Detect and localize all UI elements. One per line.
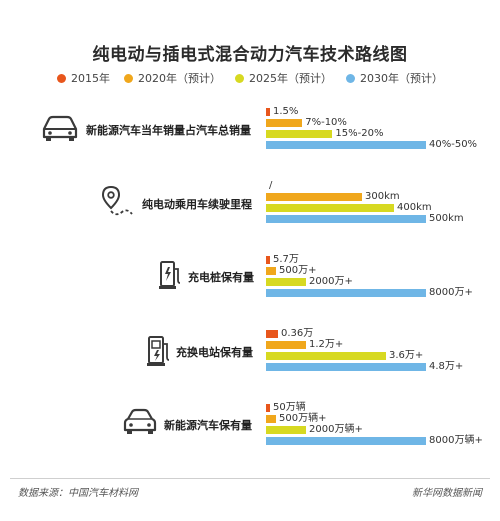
- bar-label-1-2020: 7%-10%: [305, 117, 347, 128]
- legend: 2015年 2020年（预计） 2025年（预计） 2030年（预计）: [0, 70, 500, 86]
- legend-item-2030: 2030年（预计）: [346, 70, 443, 86]
- footer-divider: [10, 478, 490, 479]
- bar-3-2025: [266, 278, 306, 286]
- legend-swatch-2030: [346, 73, 355, 83]
- bar-3-2030: [266, 289, 426, 297]
- legend-label-2030: 2030年（预计）: [360, 72, 443, 85]
- bar-label-2-2030: 500km: [429, 213, 464, 224]
- bar-label-2-2020: 300km: [365, 191, 400, 202]
- row-label-range: 纯电动乘用车续驶里程: [142, 198, 252, 211]
- station-icon: [147, 336, 170, 366]
- legend-label-2020: 2020年（预计）: [138, 72, 221, 85]
- bar-label-3-2020: 500万+: [279, 265, 317, 276]
- bar-label-4-2030: 4.8万+: [429, 361, 464, 372]
- bar-label-3-2015: 5.7万: [273, 254, 299, 265]
- row-label-ev-fleet: 新能源汽车保有量: [164, 419, 252, 432]
- legend-item-2015: 2015年: [57, 70, 110, 86]
- bar-1-2015: [266, 108, 270, 116]
- ev-car-icon: [123, 408, 157, 434]
- bar-3-2020: [266, 267, 276, 275]
- bar-2-2025: [266, 204, 394, 212]
- legend-label-2025: 2025年（预计）: [249, 72, 332, 85]
- row-label-sales-share: 新能源汽车当年销量占汽车总销量: [86, 124, 251, 137]
- bar-2-2030: [266, 215, 426, 223]
- row-label-swap-stations: 充换电站保有量: [176, 346, 253, 359]
- route-icon: [101, 185, 133, 216]
- bar-1-2030: [266, 141, 426, 149]
- bar-label-5-2015: 50万辆: [273, 402, 306, 413]
- bar-label-3-2030: 8000万+: [429, 287, 473, 298]
- bar-5-2020: [266, 415, 276, 423]
- bar-label-2-2025: 400km: [397, 202, 432, 213]
- bar-label-5-2025: 2000万辆+: [309, 424, 363, 435]
- bar-4-2015: [266, 330, 278, 338]
- bar-2-2020: [266, 193, 362, 201]
- bar-label-1-2030: 40%-50%: [429, 139, 478, 150]
- row-label-charging-piles: 充电桩保有量: [188, 271, 254, 284]
- bar-label-3-2025: 2000万+: [309, 276, 353, 287]
- charger-icon: [159, 261, 181, 289]
- bar-5-2030: [266, 437, 426, 445]
- bar-5-2025: [266, 426, 306, 434]
- bar-1-2020: [266, 119, 303, 127]
- bar-label-1-2015: 1.5%: [273, 106, 299, 117]
- bar-label-2-2015: /: [269, 180, 273, 191]
- legend-swatch-2025: [235, 73, 244, 83]
- legend-swatch-2020: [124, 73, 133, 83]
- legend-swatch-2015: [57, 73, 66, 83]
- legend-item-2020: 2020年（预计）: [124, 70, 221, 86]
- bar-label-5-2020: 500万辆+: [279, 413, 327, 424]
- footer-source: 数据来源：中国汽车材料网: [18, 488, 138, 499]
- car-icon: [42, 115, 78, 141]
- bar-label-5-2030: 8000万辆+: [429, 435, 483, 446]
- bar-4-2025: [266, 352, 386, 360]
- bar-label-4-2020: 1.2万+: [309, 339, 344, 350]
- bar-4-2020: [266, 341, 306, 349]
- legend-item-2025: 2025年（预计）: [235, 70, 332, 86]
- bar-1-2025: [266, 130, 333, 138]
- bar-label-1-2025: 15%-20%: [335, 128, 384, 139]
- bar-3-2015: [266, 256, 270, 264]
- footer-brand: 新华网数据新闻: [412, 488, 482, 499]
- bar-label-4-2015: 0.36万: [281, 328, 314, 339]
- legend-label-2015: 2015年: [71, 72, 110, 85]
- bar-5-2015: [266, 404, 270, 412]
- bar-label-4-2025: 3.6万+: [389, 350, 424, 361]
- bar-4-2030: [266, 363, 426, 371]
- chart-title: 纯电动与插电式混合动力汽车技术路线图: [92, 45, 408, 65]
